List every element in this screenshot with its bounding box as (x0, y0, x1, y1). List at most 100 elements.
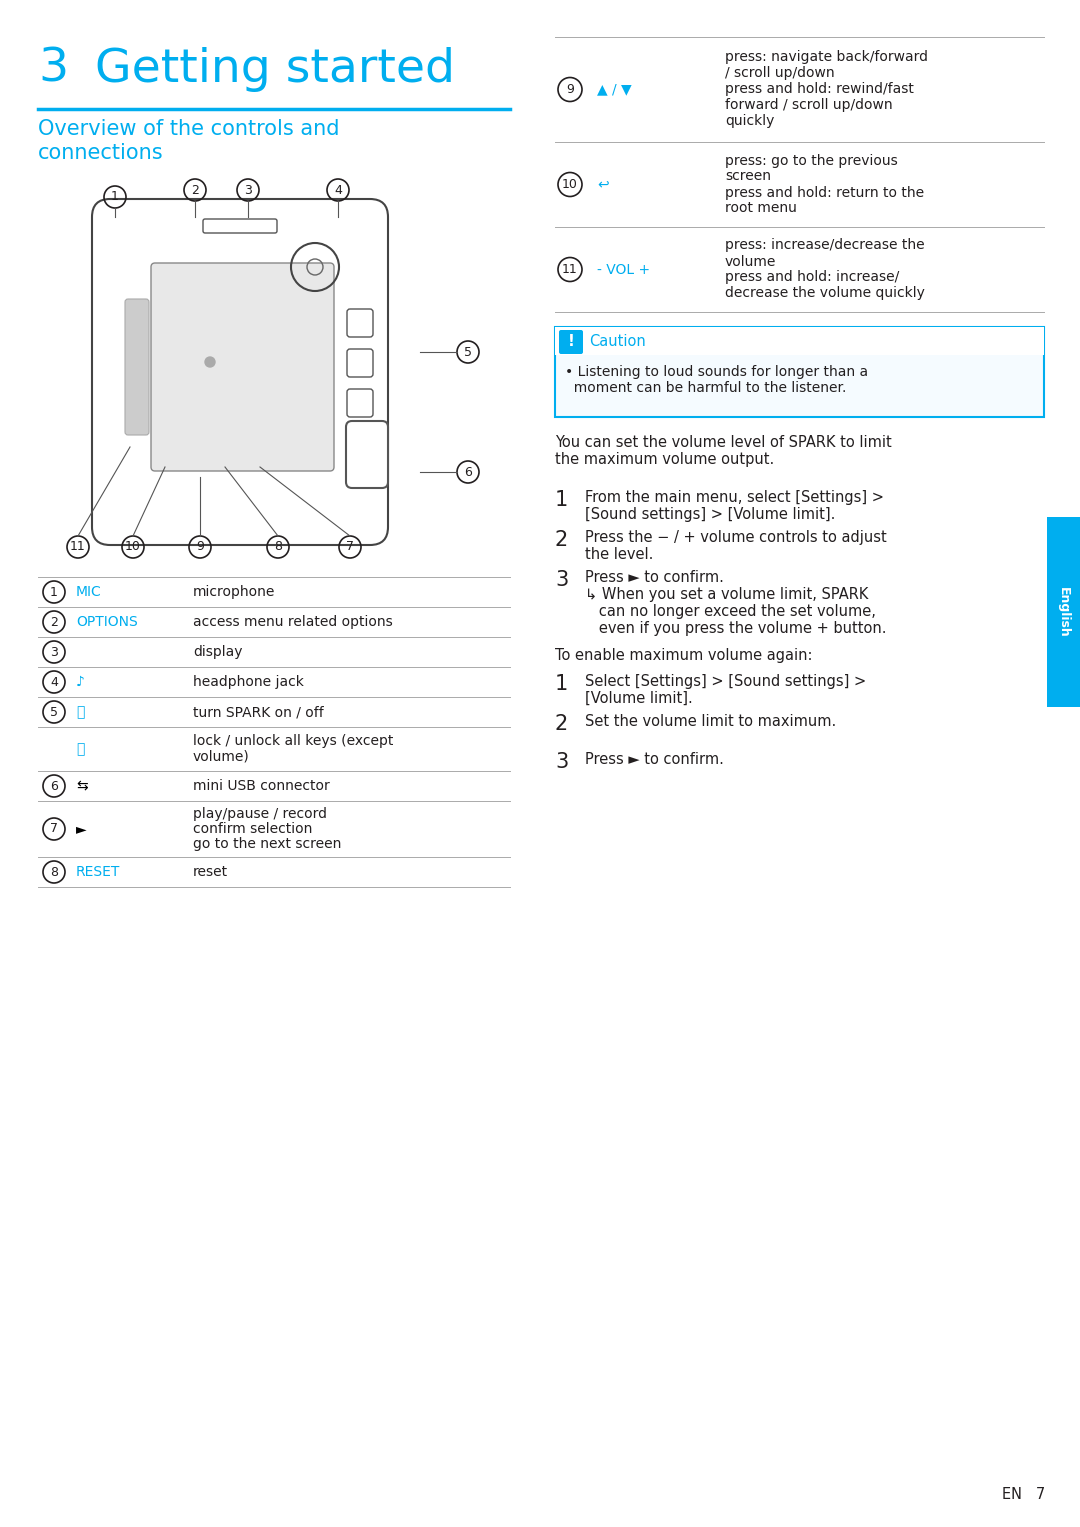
Text: From the main menu, select [Settings] >: From the main menu, select [Settings] > (585, 490, 885, 505)
Text: Press the − / + volume controls to adjust: Press the − / + volume controls to adjus… (585, 530, 887, 545)
Text: 2: 2 (555, 530, 568, 550)
Text: 1: 1 (555, 490, 568, 510)
Text: 3: 3 (555, 751, 568, 773)
FancyBboxPatch shape (203, 218, 276, 234)
Text: Getting started: Getting started (95, 47, 455, 92)
Text: 10: 10 (125, 541, 140, 553)
Text: volume: volume (725, 255, 777, 269)
Text: confirm selection: confirm selection (193, 822, 312, 835)
Text: volume): volume) (193, 750, 249, 764)
Text: root menu: root menu (725, 202, 797, 215)
Text: can no longer exceed the set volume,: can no longer exceed the set volume, (585, 605, 876, 618)
Text: / scroll up/down: / scroll up/down (725, 67, 835, 81)
Text: MIC: MIC (76, 585, 102, 599)
Text: English: English (1057, 586, 1070, 637)
Text: 5: 5 (50, 705, 58, 719)
Text: access menu related options: access menu related options (193, 615, 393, 629)
Text: ↳ When you set a volume limit, SPARK: ↳ When you set a volume limit, SPARK (585, 586, 868, 602)
Text: press and hold: return to the: press and hold: return to the (725, 185, 924, 200)
Text: RESET: RESET (76, 864, 120, 880)
Text: the level.: the level. (585, 547, 653, 562)
Text: 3: 3 (38, 47, 68, 92)
Text: ↩: ↩ (597, 177, 609, 191)
Text: press and hold: rewind/fast: press and hold: rewind/fast (725, 82, 914, 96)
Text: forward / scroll up/down: forward / scroll up/down (725, 99, 893, 113)
Text: connections: connections (38, 144, 164, 163)
Text: 1: 1 (555, 673, 568, 693)
Text: 7: 7 (50, 823, 58, 835)
Text: headphone jack: headphone jack (193, 675, 303, 689)
Text: 3: 3 (555, 570, 568, 589)
Text: 3: 3 (244, 183, 252, 197)
Text: ►: ► (76, 822, 86, 835)
FancyBboxPatch shape (559, 330, 583, 354)
Text: 8: 8 (274, 541, 282, 553)
Text: go to the next screen: go to the next screen (193, 837, 341, 851)
Text: even if you press the volume + button.: even if you press the volume + button. (585, 621, 887, 637)
FancyBboxPatch shape (555, 327, 1044, 417)
Text: turn SPARK on / off: turn SPARK on / off (193, 705, 324, 719)
Text: 1: 1 (111, 191, 119, 203)
Text: ⚿: ⚿ (76, 742, 84, 756)
Text: Press ► to confirm.: Press ► to confirm. (585, 751, 724, 767)
Text: Overview of the controls and: Overview of the controls and (38, 119, 339, 139)
Text: 2: 2 (50, 615, 58, 629)
Text: - VOL +: - VOL + (597, 263, 650, 276)
Text: 3: 3 (50, 646, 58, 658)
Text: microphone: microphone (193, 585, 275, 599)
Text: quickly: quickly (725, 115, 774, 128)
Text: You can set the volume level of SPARK to limit
the maximum volume output.: You can set the volume level of SPARK to… (555, 435, 892, 467)
Text: 2: 2 (191, 183, 199, 197)
Text: 7: 7 (346, 541, 354, 553)
Text: To enable maximum volume again:: To enable maximum volume again: (555, 647, 812, 663)
Text: 11: 11 (70, 541, 86, 553)
Text: reset: reset (193, 864, 228, 880)
Text: [Sound settings] > [Volume limit].: [Sound settings] > [Volume limit]. (585, 507, 835, 522)
Text: press: navigate back/forward: press: navigate back/forward (725, 50, 928, 64)
Text: Select [Settings] > [Sound settings] >: Select [Settings] > [Sound settings] > (585, 673, 866, 689)
Text: 4: 4 (50, 675, 58, 689)
Text: 9: 9 (566, 82, 573, 96)
Text: ⇆: ⇆ (76, 779, 87, 793)
FancyBboxPatch shape (125, 299, 149, 435)
Text: Press ► to confirm.: Press ► to confirm. (585, 570, 724, 585)
FancyBboxPatch shape (346, 421, 388, 489)
Text: ♪: ♪ (76, 675, 85, 689)
Text: 10: 10 (562, 179, 578, 191)
Text: lock / unlock all keys (except: lock / unlock all keys (except (193, 734, 393, 748)
Text: display: display (193, 644, 243, 660)
Text: ▲ / ▼: ▲ / ▼ (597, 82, 632, 96)
Text: press: increase/decrease the: press: increase/decrease the (725, 238, 924, 252)
Text: EN   7: EN 7 (1002, 1487, 1045, 1503)
Text: screen: screen (725, 169, 771, 183)
Text: Caution: Caution (589, 334, 646, 350)
Text: 6: 6 (464, 466, 472, 478)
FancyBboxPatch shape (347, 308, 373, 337)
Text: press and hold: increase/: press and hold: increase/ (725, 270, 900, 284)
FancyBboxPatch shape (347, 389, 373, 417)
Circle shape (205, 357, 215, 366)
FancyBboxPatch shape (151, 263, 334, 470)
Text: 8: 8 (50, 866, 58, 878)
Text: 1: 1 (50, 585, 58, 599)
FancyBboxPatch shape (555, 327, 1044, 354)
Text: 11: 11 (562, 263, 578, 276)
Text: 4: 4 (334, 183, 342, 197)
Text: 6: 6 (50, 779, 58, 793)
Text: [Volume limit].: [Volume limit]. (585, 692, 692, 705)
Text: !: ! (568, 334, 575, 350)
Text: 9: 9 (197, 541, 204, 553)
Text: mini USB connector: mini USB connector (193, 779, 329, 793)
Text: press: go to the previous: press: go to the previous (725, 154, 897, 168)
Text: 2: 2 (555, 715, 568, 734)
FancyBboxPatch shape (92, 199, 388, 545)
Text: ⏻: ⏻ (76, 705, 84, 719)
FancyBboxPatch shape (1047, 518, 1080, 707)
Text: OPTIONS: OPTIONS (76, 615, 138, 629)
Text: 5: 5 (464, 345, 472, 359)
Text: decrease the volume quickly: decrease the volume quickly (725, 287, 924, 301)
Text: • Listening to loud sounds for longer than a
  moment can be harmful to the list: • Listening to loud sounds for longer th… (565, 365, 868, 395)
Text: play/pause / record: play/pause / record (193, 806, 327, 822)
Text: Set the volume limit to maximum.: Set the volume limit to maximum. (585, 715, 836, 728)
FancyBboxPatch shape (347, 350, 373, 377)
